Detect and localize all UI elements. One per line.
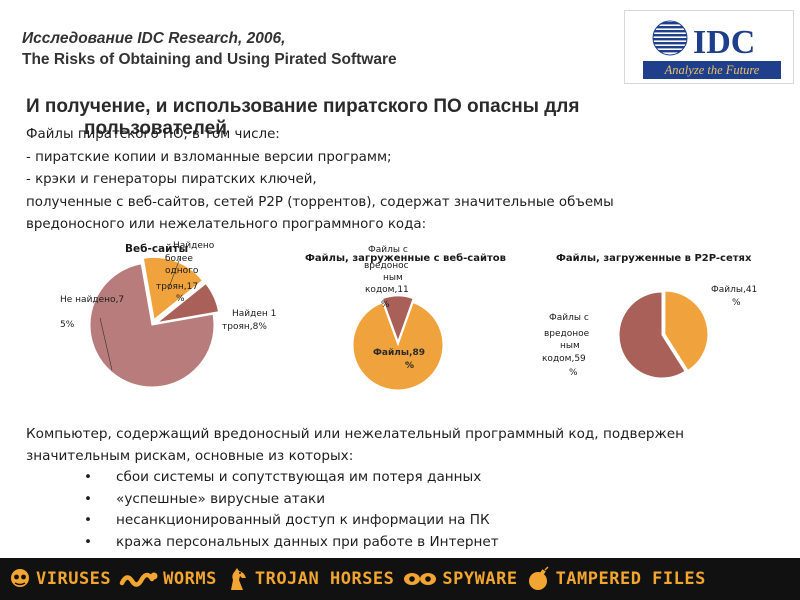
footer-label: TROJAN HORSES <box>254 569 395 589</box>
chart-title: Файлы, загруженные в P2P-сетях <box>556 253 752 264</box>
pie-slice-one-trojan <box>157 282 220 324</box>
slice-label-not-found-part2: 5% <box>60 320 75 330</box>
horse-icon <box>230 568 246 590</box>
slide-heading: И получение, и использование пиратского … <box>26 96 726 140</box>
pie-slice-files <box>664 290 709 372</box>
pie-chart-p2p-downloads: Файлы, загруженные в P2P-сетях Файлы,41 … <box>542 253 760 379</box>
list-item: • сбои системы и сопутствующая им потеря … <box>26 467 786 489</box>
bullet: • <box>84 533 93 550</box>
skull-icon <box>11 569 29 587</box>
slice-label-not-found: Не найдено,7 <box>60 295 124 305</box>
footer-item-spyware: SPYWARE <box>402 568 517 590</box>
heading-line-2: пользователей <box>84 118 227 139</box>
heading-line-1: И получение, и использование пиратского … <box>26 96 580 117</box>
slice-label-more-than-one-trojan: Найдено более одного троян,17 % <box>156 241 217 304</box>
intro-line: Файлы пиратского ПО, в том числе: <box>26 127 280 142</box>
footer-label: TAMPERED FILES <box>555 569 706 589</box>
footer-label: SPYWARE <box>442 569 518 589</box>
bomb-icon <box>528 566 549 590</box>
intro-text: Файлы пиратского ПО, в том числе: - пира… <box>26 124 726 237</box>
pie-chart-website-downloads: Файлы, загруженные с веб-сайтов Файлы,89… <box>305 245 506 391</box>
pie-slice-malicious-files <box>381 295 414 343</box>
footer-label: WORMS <box>163 569 217 589</box>
pie-slice-more-than-one-trojan <box>142 256 204 321</box>
pie-slice-files <box>352 301 444 391</box>
slice-label-one-trojan: Найден 1 троян,8% <box>222 309 279 332</box>
slice-label-files: Файлы,41 % <box>711 285 760 308</box>
risks-list: • сбои системы и сопутствующая им потеря … <box>26 467 786 553</box>
presentation-title: Исследование IDC Research, 2006, The Ris… <box>22 28 397 70</box>
chart-title: Файлы, загруженные с веб-сайтов <box>305 252 506 264</box>
footer-item-worms: WORMS <box>119 567 217 591</box>
pie-chart-websites: Веб-сайты Не найдено,7 5% Найдено более … <box>60 241 279 388</box>
footer-label: VIRUSES <box>36 569 112 589</box>
pie-slice-malicious-files <box>618 291 686 379</box>
logo-tagline: Analyze the Future <box>664 63 760 77</box>
intro-line: - крэки и генераторы пиратских ключей, <box>26 172 317 187</box>
chart-title: Веб-сайты <box>125 243 188 255</box>
threats-footer-bar: VIRUSES WORMS TROJAN HORSES SPYWARE TAMP… <box>0 558 800 600</box>
pie-slice-not-found <box>89 263 215 388</box>
slice-label: Не найдено,7 5% <box>60 295 127 330</box>
slice-label-malicious-files: Файлы с вредоное ным кодом,59 % <box>542 313 592 378</box>
risks-section: Компьютер, содержащий вредоносный или не… <box>26 424 786 553</box>
risk-item-text: несанкционированный доступ к информации … <box>116 512 490 528</box>
intro-line: - пиратские копии и взломанные версии пр… <box>26 149 392 165</box>
footer-item-viruses: VIRUSES <box>8 567 111 591</box>
globe-icon <box>652 20 688 56</box>
risks-intro-line: Компьютер, содержащий вредоносный или не… <box>26 426 685 442</box>
worm-icon <box>119 572 158 587</box>
footer-item-trojan-horses: TROJAN HORSES <box>225 566 395 592</box>
eyes-icon <box>404 573 437 585</box>
footer-item-tampered-files: TAMPERED FILES <box>526 566 706 592</box>
intro-line: полученные с веб-сайтов, сетей P2P (торр… <box>26 194 614 210</box>
slice-label-malicious-files: Файлы с вредонос ным кодом,11 % <box>364 245 412 310</box>
logo-wordmark: IDC <box>693 24 755 61</box>
risk-item-text: кража персональных данных при работе в И… <box>116 533 499 550</box>
title-line-report: The Risks of Obtaining and Using Pirated… <box>22 51 397 68</box>
risk-item-text: сбои системы и сопутствующая им потеря д… <box>116 469 482 485</box>
bullet: • <box>84 512 93 528</box>
risk-item-text: «успешные» вирусные атаки <box>116 490 326 507</box>
list-item: • несанкционированный доступ к информации… <box>26 510 786 532</box>
title-line-study: Исследование IDC Research, 2006, <box>22 30 286 47</box>
slice-label-files: Файлы,89 % <box>373 348 428 371</box>
idc-logo: IDC Analyze the Future <box>624 10 794 84</box>
intro-line: вредоносного или нежелательного программ… <box>26 217 427 232</box>
list-item: • «успешные» вирусные атаки <box>26 489 786 511</box>
risks-intro-line: значительным рискам, основные из которых… <box>26 447 354 464</box>
bullet: • <box>84 469 93 485</box>
bullet: • <box>84 490 93 507</box>
list-item: • кража персональных данных при работе в … <box>26 532 786 554</box>
